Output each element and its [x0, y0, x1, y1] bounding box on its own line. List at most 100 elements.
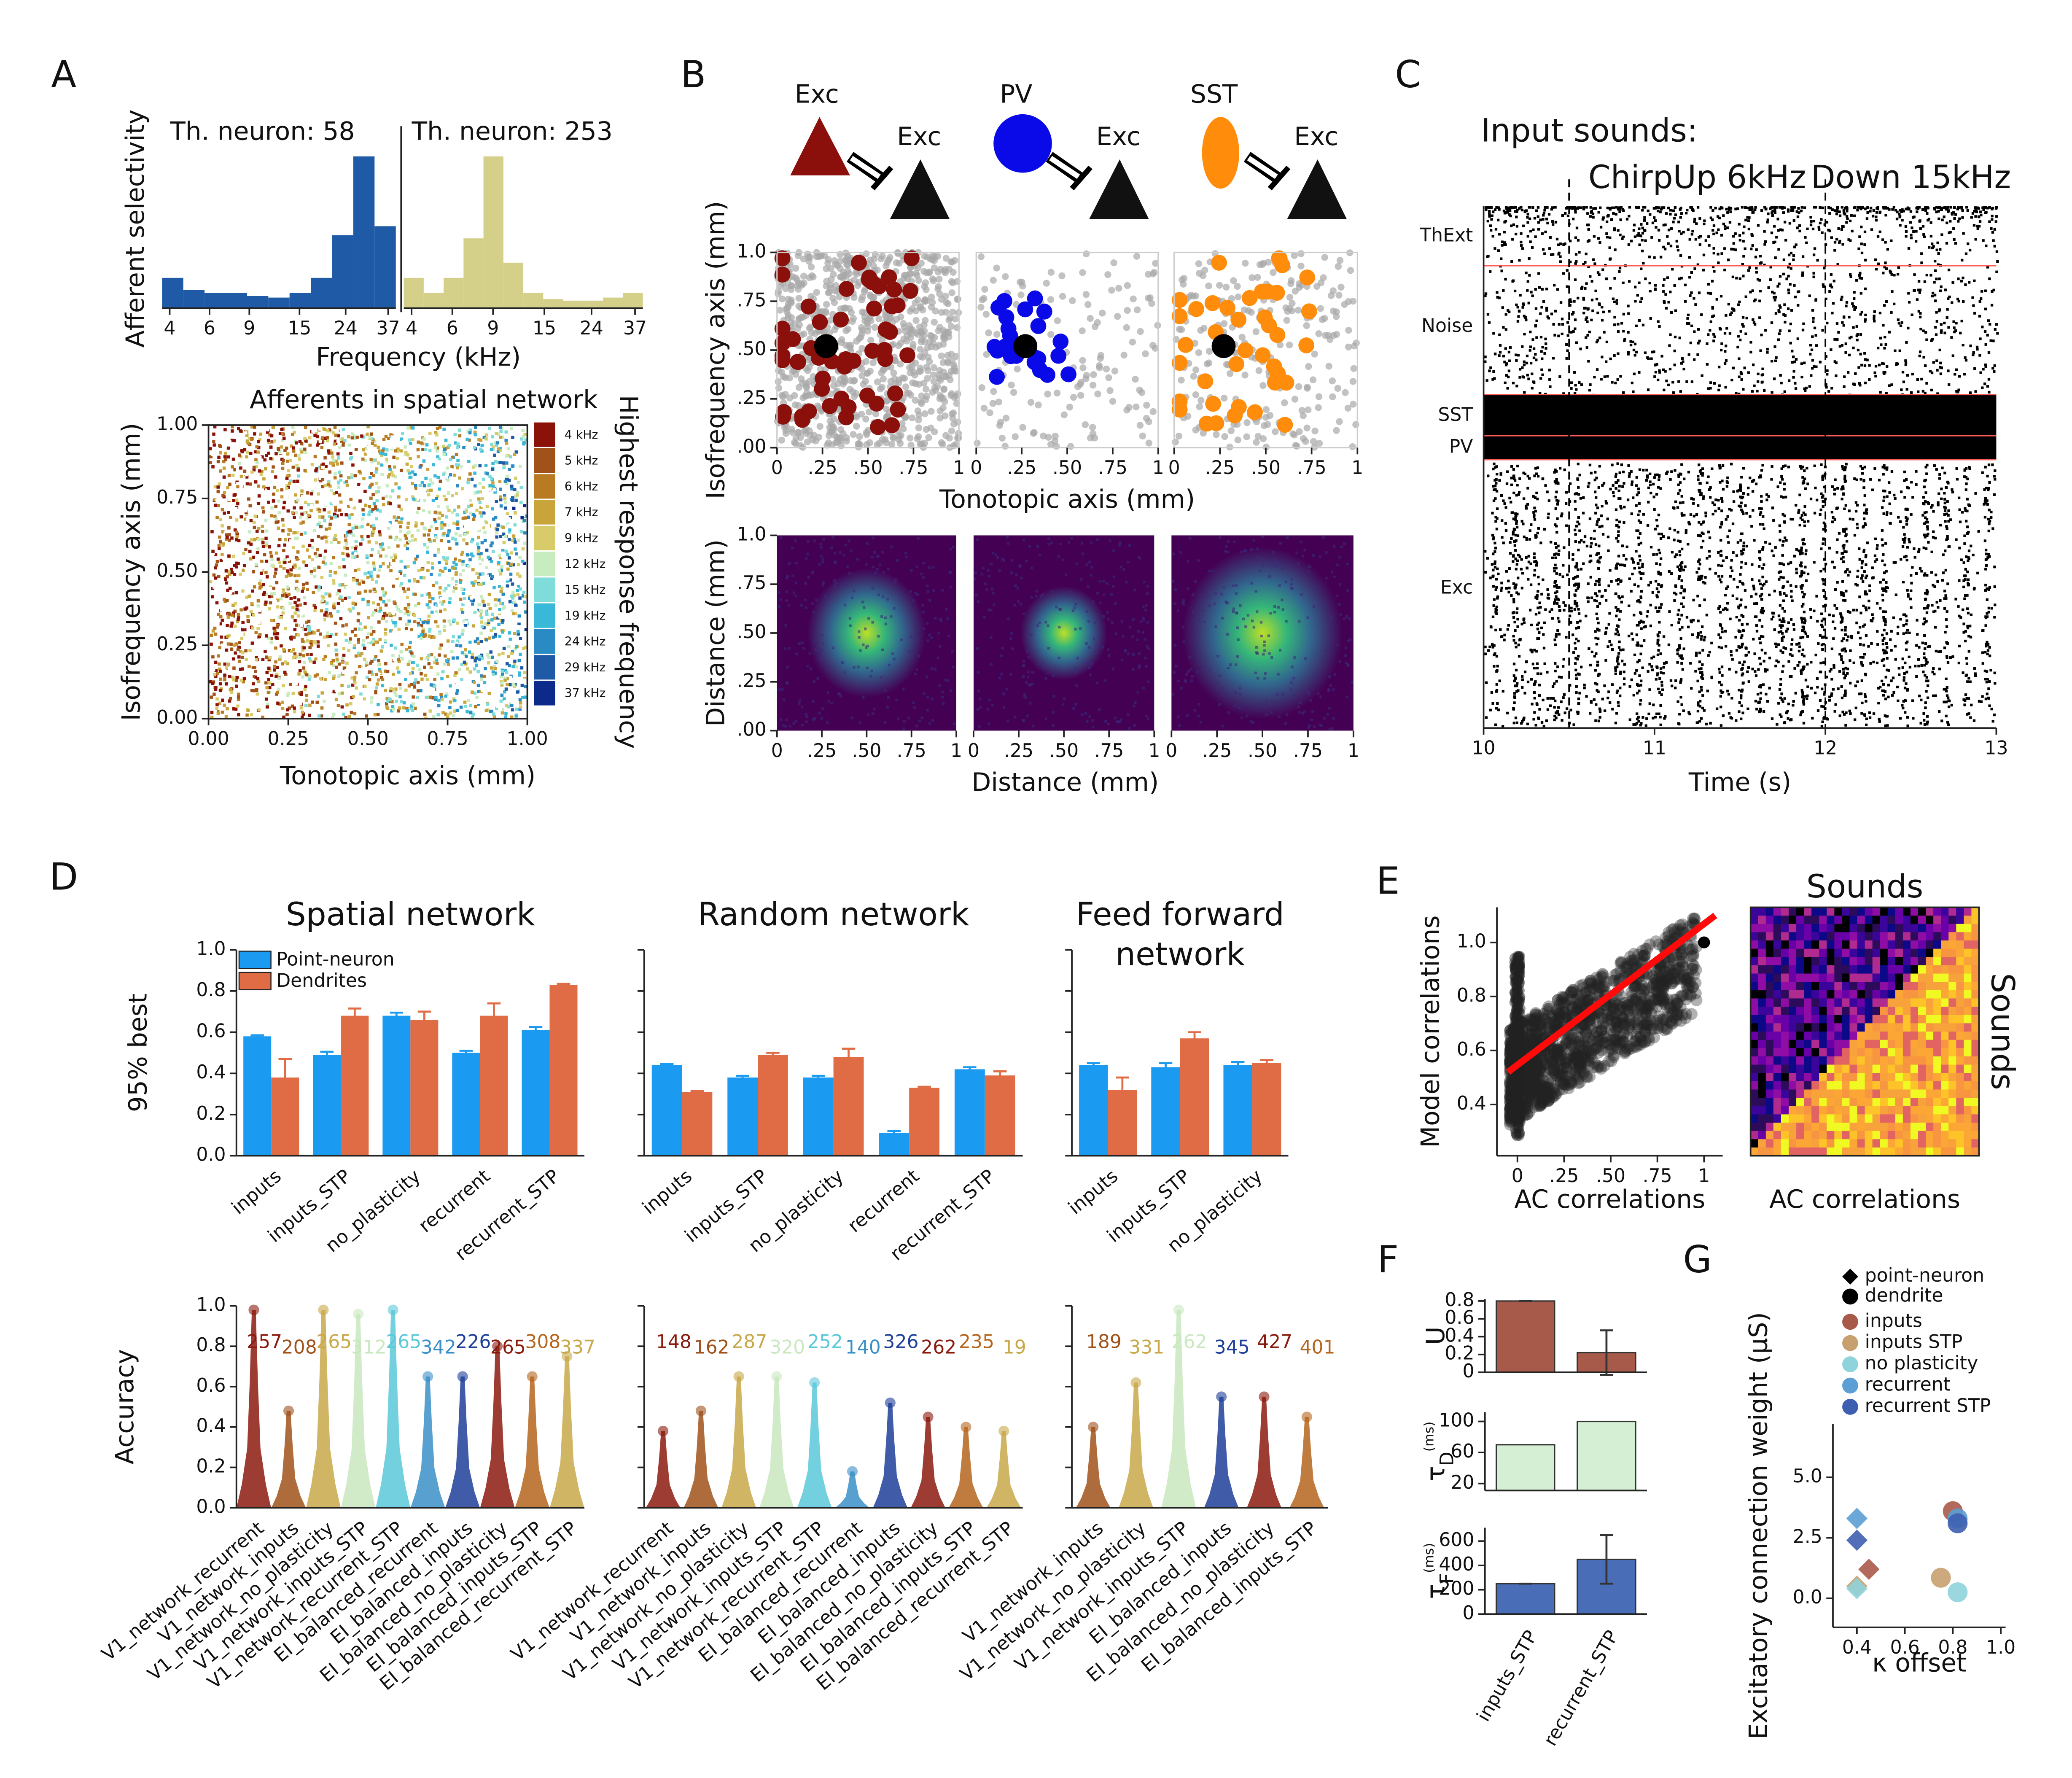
texture-dot — [225, 533, 229, 537]
texture-dot — [360, 628, 363, 631]
texture-dot — [427, 619, 431, 622]
texture-dot — [1036, 303, 1052, 320]
texture-dot — [474, 659, 477, 663]
texture-dot — [918, 719, 921, 722]
texture-dot — [1079, 269, 1086, 276]
texture-dot — [414, 524, 418, 528]
texture-dot — [217, 612, 220, 616]
texture-dot — [317, 492, 320, 496]
texture-dot — [285, 491, 289, 495]
texture-dot — [390, 447, 394, 451]
texture-dot — [218, 701, 222, 705]
texture-dot — [1130, 295, 1137, 303]
texture-dot — [390, 435, 394, 439]
texture-dot — [424, 657, 428, 661]
texture-dot — [398, 571, 402, 575]
texture-dot — [406, 595, 409, 599]
texture-dot — [263, 458, 267, 462]
texture-dot — [328, 515, 331, 518]
texture-dot — [461, 569, 465, 573]
bar — [603, 297, 623, 308]
texture-dot — [351, 695, 355, 698]
texture-dot — [223, 512, 226, 515]
texture-dot — [485, 505, 489, 509]
texture-dot — [336, 462, 339, 466]
texture-dot — [464, 620, 468, 624]
texture-dot — [426, 489, 430, 493]
texture-dot — [499, 619, 503, 622]
texture-dot — [363, 490, 367, 493]
texture-dot — [334, 439, 337, 443]
texture-dot — [353, 681, 357, 684]
texture-dot — [471, 652, 474, 656]
texture-dot — [381, 617, 385, 620]
texture-dot — [1178, 377, 1185, 384]
texture-dot — [481, 627, 484, 630]
texture-dot — [296, 701, 299, 704]
texture-dot — [355, 671, 358, 675]
texture-dot — [281, 485, 285, 488]
texture-dot — [1334, 385, 1341, 392]
texture-dot — [509, 676, 512, 679]
texture-dot — [426, 546, 429, 550]
texture-dot — [310, 631, 313, 635]
texture-dot — [461, 611, 465, 614]
texture-dot — [436, 446, 439, 450]
texture-dot — [479, 613, 482, 617]
texture-dot — [480, 674, 483, 678]
texture-dot — [1094, 391, 1101, 398]
texture-dot — [443, 625, 447, 628]
texture-dot — [474, 705, 477, 709]
texture-dot — [352, 578, 355, 582]
texture-dot — [290, 637, 293, 641]
texture-dot — [345, 680, 349, 684]
texture-dot — [300, 489, 304, 493]
texture-dot — [502, 466, 506, 469]
texture-dot — [513, 600, 517, 604]
texture-dot — [785, 681, 788, 684]
texture-dot — [498, 461, 502, 464]
texture-dot — [917, 628, 920, 631]
texture-dot — [416, 528, 420, 532]
texture-dot — [318, 465, 321, 469]
texture-dot — [377, 550, 380, 554]
texture-dot — [369, 432, 373, 436]
texture-dot — [517, 539, 520, 542]
texture-dot — [512, 506, 516, 510]
texture-dot — [434, 696, 438, 699]
texture-dot — [288, 458, 292, 462]
texture-dot — [506, 567, 510, 571]
texture-dot — [275, 581, 279, 585]
texture-dot — [436, 672, 440, 676]
texture-dot — [223, 428, 227, 431]
texture-dot — [252, 613, 255, 617]
texture-dot — [1297, 262, 1305, 269]
texture-dot — [389, 495, 392, 499]
texture-dot — [420, 677, 424, 681]
texture-dot — [417, 455, 420, 458]
texture-dot — [373, 458, 377, 462]
texture-dot — [428, 709, 432, 713]
texture-dot — [375, 563, 379, 566]
texture-dot — [1008, 381, 1015, 389]
texture-dot — [354, 569, 358, 572]
texture-dot — [256, 627, 260, 630]
texture-dot — [490, 442, 493, 446]
texture-dot — [453, 673, 457, 677]
texture-dot — [347, 649, 350, 652]
texture-dot — [256, 547, 260, 551]
texture-dot — [306, 491, 309, 495]
texture-dot — [1289, 430, 1297, 437]
texture-dot — [908, 414, 916, 422]
texture-dot — [275, 489, 279, 493]
texture-dot — [349, 498, 353, 501]
texture-dot — [506, 677, 509, 681]
texture-dot — [503, 506, 507, 510]
texture-dot — [398, 660, 401, 663]
texture-dot — [486, 708, 490, 712]
texture-dot — [491, 507, 494, 511]
texture-dot — [417, 431, 421, 435]
texture-dot — [245, 513, 248, 516]
bar — [374, 226, 396, 308]
texture-dot — [499, 590, 503, 593]
